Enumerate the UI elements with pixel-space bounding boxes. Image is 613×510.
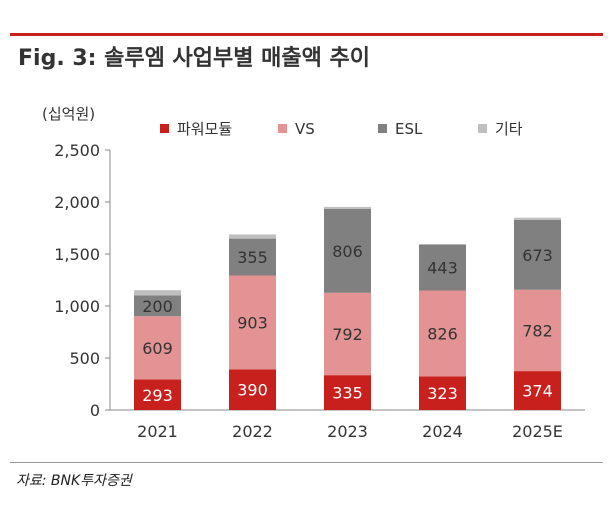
- legend-swatch: [378, 124, 387, 133]
- legend-label: 기타: [495, 120, 523, 138]
- y-tick-label: 0: [90, 401, 100, 420]
- x-tick-label: 2023: [327, 422, 368, 441]
- data-label: 443: [427, 258, 458, 277]
- source-note: 자료: BNK투자증권: [16, 473, 132, 489]
- data-label: 355: [237, 248, 268, 267]
- bar-segment: [514, 217, 561, 220]
- data-label: 609: [142, 339, 173, 358]
- y-tick-label: 2,500: [54, 141, 100, 160]
- bar-segment: [514, 219, 561, 290]
- legend-label: VS: [295, 120, 315, 138]
- bar-segment: [229, 234, 276, 239]
- bar-segment: [134, 295, 181, 317]
- data-label: 200: [142, 297, 173, 316]
- data-label: 806: [332, 242, 363, 261]
- x-tick-label: 2021: [137, 422, 178, 441]
- figure-title: Fig. 3: 솔루엠 사업부별 매출액 추이: [18, 46, 370, 71]
- data-label: 826: [427, 324, 458, 343]
- bar-segment: [324, 375, 371, 410]
- bar-segment: [419, 376, 466, 410]
- data-label: 782: [522, 321, 553, 340]
- y-tick-label: 1,500: [54, 245, 100, 264]
- legend-swatch: [478, 124, 487, 133]
- bar-segment: [419, 244, 466, 291]
- unit-label: (십억원): [42, 105, 95, 123]
- legend-swatch: [160, 124, 169, 133]
- bar-segment: [134, 316, 181, 380]
- bar-segment: [324, 292, 371, 376]
- bar-segment: [324, 206, 371, 209]
- x-tick-label: 2025E: [512, 422, 563, 441]
- y-tick-label: 2,000: [54, 193, 100, 212]
- title-rule: [10, 33, 603, 36]
- bar-segment: [229, 275, 276, 370]
- data-label: 323: [427, 384, 458, 403]
- x-tick-label: 2024: [422, 422, 463, 441]
- data-label: 335: [332, 384, 363, 403]
- source-rule: [10, 462, 603, 463]
- bar-segment: [134, 379, 181, 410]
- data-label: 673: [522, 246, 553, 265]
- x-tick-label: 2022: [232, 422, 273, 441]
- bar-segment: [514, 371, 561, 410]
- bar-segment: [229, 238, 276, 276]
- bar-segment: [229, 369, 276, 410]
- data-label: 374: [522, 382, 553, 401]
- legend-label: ESL: [395, 120, 423, 138]
- data-label: 792: [332, 325, 363, 344]
- y-tick-label: 1,000: [54, 297, 100, 316]
- data-label: 293: [142, 386, 173, 405]
- bar-segment: [514, 289, 561, 372]
- bar-segment: [324, 208, 371, 293]
- legend-swatch: [278, 124, 287, 133]
- data-label: 903: [237, 313, 268, 332]
- stacked-bar-chart: (십억원) 파워모듈 VS ESL 기타 0 500 1,000 1,500 2,000 2,500…: [42, 105, 585, 441]
- data-label: 390: [237, 381, 268, 400]
- y-tick-label: 500: [69, 349, 100, 368]
- legend-label: 파워모듈: [177, 120, 232, 138]
- bar-segment: [134, 290, 181, 296]
- bar-segment: [419, 290, 466, 377]
